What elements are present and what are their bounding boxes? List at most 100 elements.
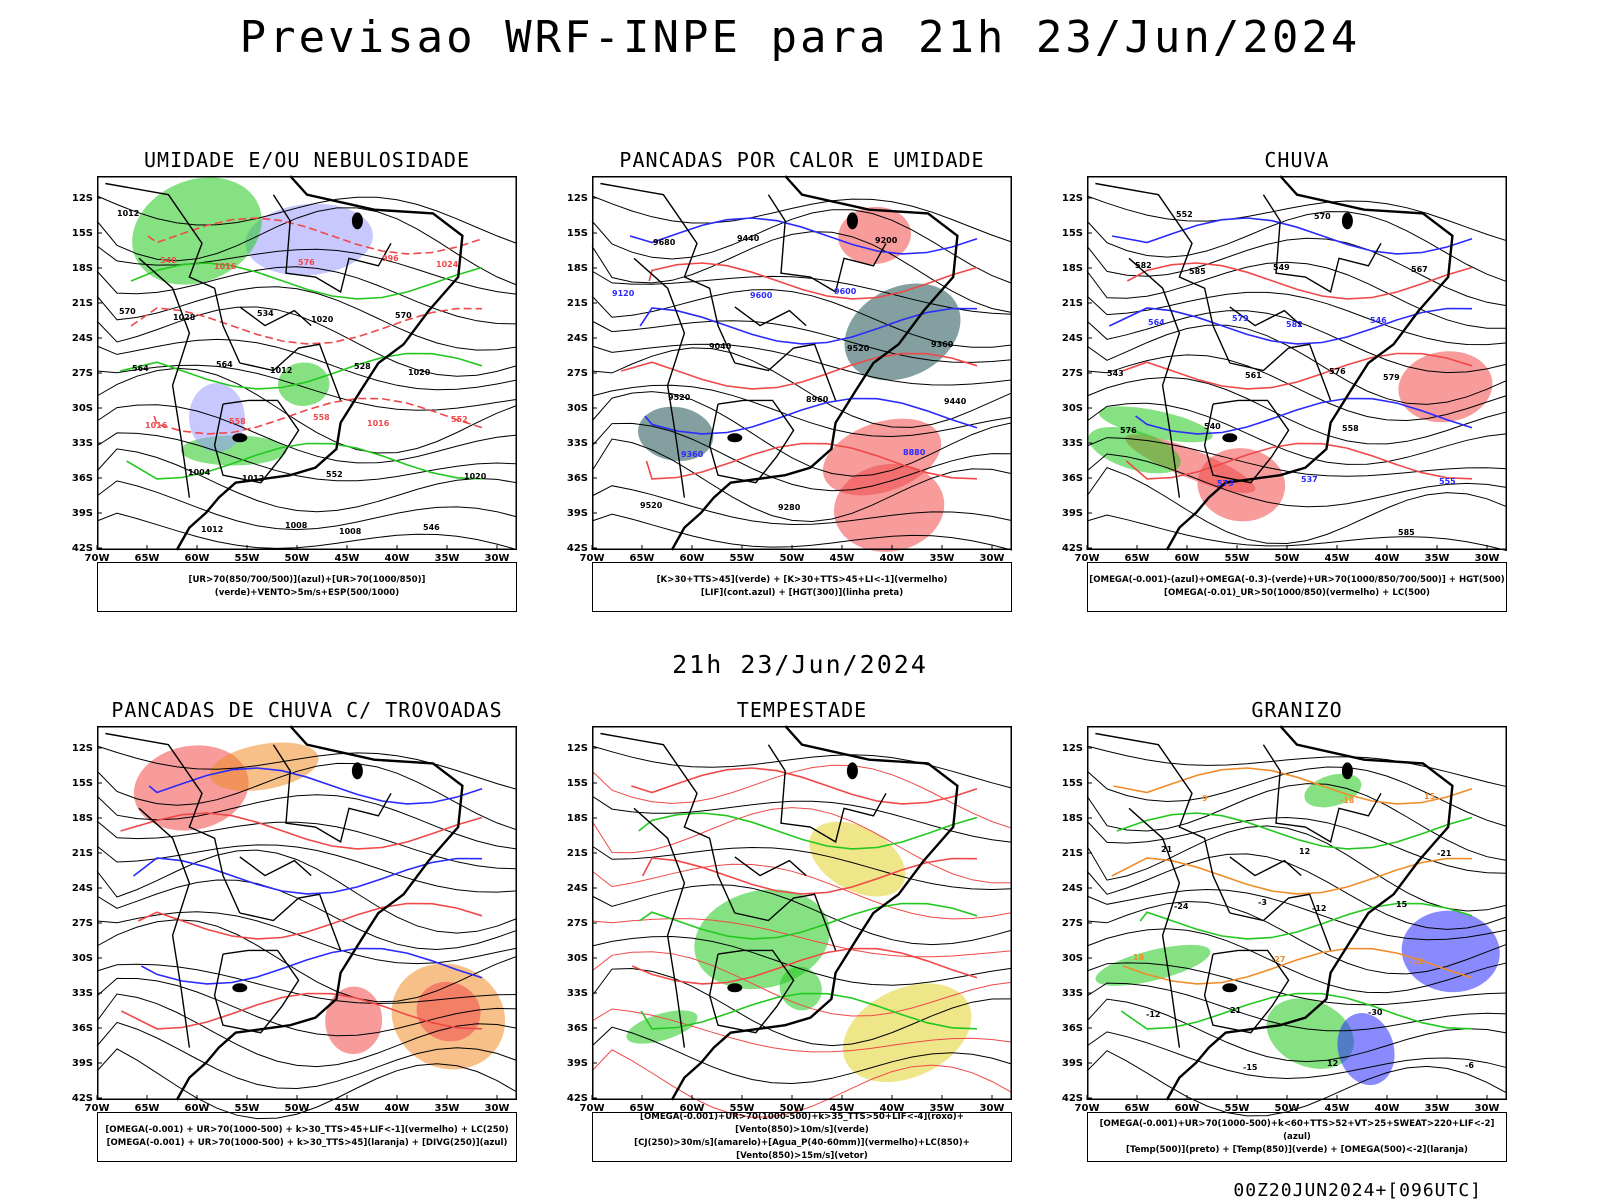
- contour-label: 1028: [173, 313, 196, 322]
- contour-line: [591, 845, 1013, 891]
- contour-lines: [96, 745, 518, 1120]
- contour-label: 567: [1411, 265, 1428, 274]
- contour-line: [591, 391, 1013, 477]
- lon-tick-label: 55W: [730, 1103, 755, 1114]
- contour-line: [591, 347, 1013, 428]
- contour-line: [591, 1026, 1013, 1085]
- colored-contour: [1122, 947, 1473, 985]
- country-border: [105, 732, 241, 914]
- colored-contour: [638, 812, 978, 850]
- contour-line: [591, 951, 1013, 1017]
- panel-title: PANCADAS DE CHUVA C/ TROVOADAS: [111, 698, 503, 722]
- map-pancadas-calor[interactable]: 9680 9600 9520 9440 9360 9280 9200 9120 9040 8960…: [567, 175, 1013, 564]
- lat-tick-label: 18S: [1062, 813, 1083, 824]
- geo-borders: [105, 175, 464, 551]
- lat-axis: 12S 15S 18S 21S 24S 27S 30S 33S 36S 39S 42S: [72, 743, 102, 1104]
- lat-tick-label: 42S: [567, 543, 588, 554]
- colored-contour: [120, 992, 483, 1030]
- map-umidade[interactable]: 1012 1016 1020 1020 1016 1012 1008 1024 1028 1012…: [72, 175, 518, 564]
- lake: [727, 433, 743, 443]
- colored-contour: [1116, 812, 1473, 850]
- shaded-area: [209, 742, 319, 791]
- lat-tick-label: 27S: [567, 918, 588, 929]
- lat-tick-label: 36S: [72, 473, 93, 484]
- legend-line-1: [OMEGA(-0.001)-(azul)+OMEGA(-0.3)-(verde…: [1089, 575, 1505, 585]
- contour-label: -12: [1146, 1010, 1160, 1019]
- contour-line: [591, 745, 1013, 789]
- lat-tick-label: 33S: [567, 438, 588, 449]
- contour-label: 546: [1370, 316, 1387, 325]
- shaded-area: [833, 463, 945, 552]
- lon-tick-label: 70W: [85, 1103, 110, 1114]
- contour-label: 9440: [944, 397, 967, 406]
- lat-tick-label: 27S: [1062, 368, 1083, 379]
- country-border: [1229, 893, 1332, 951]
- lon-axis: 70W 65W 60W 55W 50W 45W 40W 35W 30W: [1075, 545, 1499, 564]
- contour-line: [591, 764, 1013, 829]
- lat-tick-label: 12S: [567, 743, 588, 754]
- colored-contour: [631, 767, 978, 805]
- contour-line: [591, 195, 1013, 243]
- contour-label: -6: [1465, 1061, 1474, 1070]
- country-border: [1229, 856, 1302, 877]
- lat-tick-label: 33S: [1062, 438, 1083, 449]
- legend-line-1: [OMEGA(-0.001)+UR>70(1000-500)+k<60+TTS>…: [1099, 1118, 1495, 1142]
- contour-label: 9120: [612, 289, 635, 298]
- contour-line: [1086, 816, 1508, 874]
- contour-line: [96, 963, 518, 1005]
- panel-legend: [OMEGA(-0.001)+UR>70(1000-500)+k>35_TTS>…: [592, 1112, 1012, 1162]
- map-granizo[interactable]: -12 -12 -12 -15 -18 -21 -24 -27 -30 -6 9 12 15 18 21 12…: [1062, 725, 1508, 1117]
- colored-contour: [620, 352, 978, 390]
- contour-line: [591, 807, 1013, 884]
- panel-legend: [OMEGA(-0.001) + UR>70(1000-500) + k>30_…: [97, 1112, 517, 1162]
- colored-contour: [631, 947, 978, 985]
- lon-tick-label: 55W: [730, 553, 755, 564]
- lon-tick-label: 55W: [1225, 1103, 1250, 1114]
- contour-line: [96, 879, 518, 951]
- panel-legend: [OMEGA(-0.001)+UR>70(1000-500)+k<60+TTS>…: [1087, 1112, 1507, 1162]
- panel-legend: [UR>70(850/700/500)](azul)+[UR>70(1000/8…: [97, 562, 517, 612]
- contour-line: [96, 207, 518, 286]
- lon-tick-label: 30W: [980, 1103, 1005, 1114]
- lat-tick-label: 24S: [1062, 883, 1083, 894]
- contour-label: 1004: [188, 468, 211, 477]
- map-chuva[interactable]: 585 582 579 576 573 570 567 564 561 558 555 552 549 5…: [1062, 175, 1508, 564]
- lon-tick-label: 40W: [1375, 1103, 1400, 1114]
- colored-contour: [1113, 767, 1473, 805]
- lon-tick-label: 55W: [235, 1103, 260, 1114]
- lat-tick-label: 12S: [72, 743, 93, 754]
- contour-label: 9440: [737, 234, 760, 243]
- lon-tick-label: 45W: [830, 553, 855, 564]
- contour-lines: [1086, 745, 1508, 1117]
- contour-line: [96, 762, 518, 831]
- contour-label: 561: [1245, 371, 1262, 380]
- contour-line: [1086, 982, 1508, 1032]
- coastline: [1165, 725, 1454, 1101]
- panel-granizo: GRANIZO -12 -12 -12 -15 -18 -21 -24 -27 -30 -6 9 12…: [1062, 698, 1508, 1162]
- lat-tick-label: 15S: [72, 228, 93, 239]
- contour-line: [96, 844, 518, 893]
- contour-label: -18: [1340, 796, 1355, 805]
- legend-line-1: [OMEGA(-0.001)+UR>70(1000-500)+k>35_TTS>…: [640, 1112, 964, 1135]
- lat-tick-label: 30S: [1062, 953, 1083, 964]
- panel-title: CHUVA: [1264, 148, 1330, 172]
- contour-label: 585: [1398, 528, 1415, 537]
- lon-tick-label: 70W: [1075, 1103, 1100, 1114]
- lat-tick-label: 21S: [72, 848, 93, 859]
- shaded-area: [245, 203, 373, 276]
- contour-line: [96, 338, 518, 391]
- lon-tick-label: 35W: [1425, 1103, 1450, 1114]
- lat-tick-label: 12S: [1062, 193, 1083, 204]
- contour-line: [96, 266, 518, 325]
- contour-labels: 9680 9600 9520 9440 9360 9280 9200 9120 9040 8960…: [612, 234, 967, 512]
- country-border: [1203, 949, 1290, 1034]
- shaded-area: [626, 1010, 698, 1044]
- lon-tick-label: 65W: [1125, 1103, 1150, 1114]
- lat-tick-label: 36S: [1062, 1023, 1083, 1034]
- shaded-area: [694, 889, 830, 990]
- contour-label: 582: [1286, 320, 1303, 329]
- country-border: [239, 856, 312, 877]
- colored-contour: [1125, 442, 1473, 480]
